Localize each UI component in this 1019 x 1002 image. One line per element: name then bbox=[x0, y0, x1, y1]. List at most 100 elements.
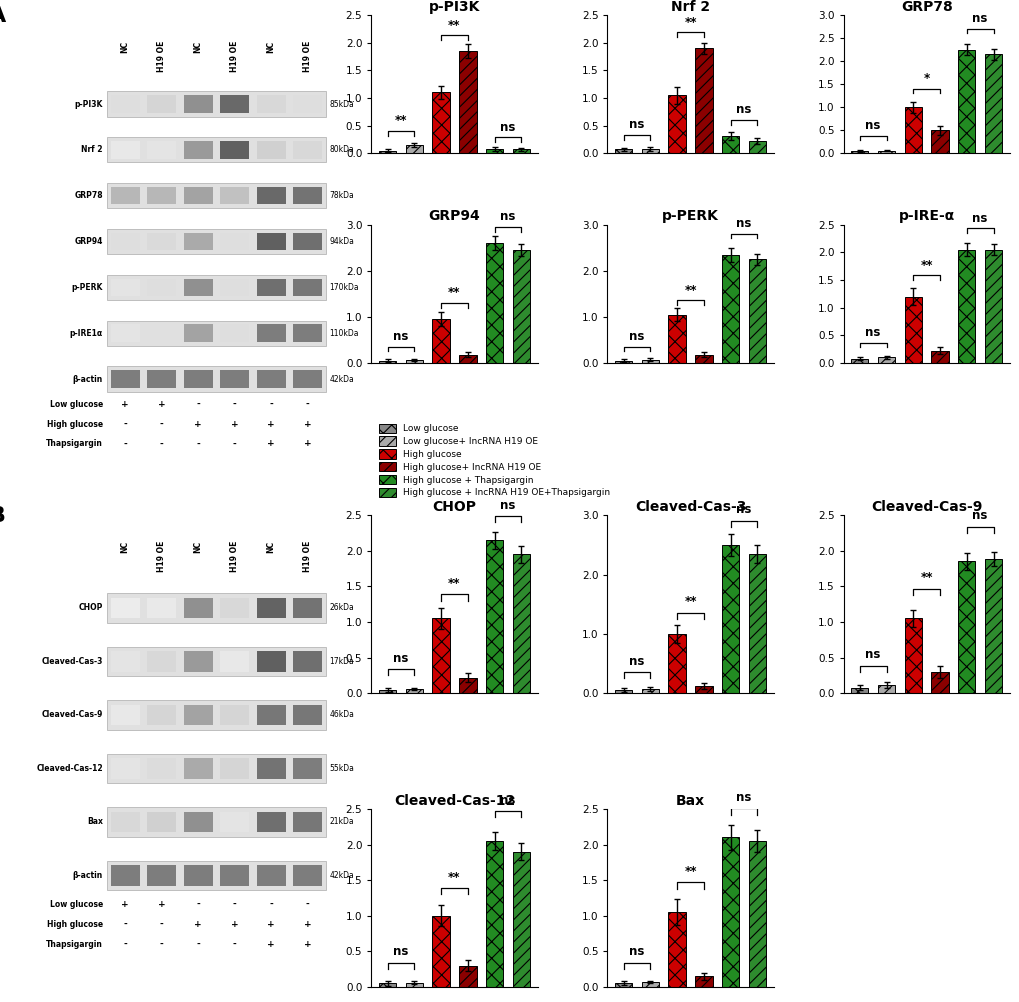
Text: -: - bbox=[160, 920, 163, 929]
Bar bbox=[378, 150, 395, 153]
Bar bbox=[257, 370, 285, 388]
Bar bbox=[110, 141, 140, 158]
Text: ns: ns bbox=[629, 118, 644, 131]
Bar bbox=[257, 704, 285, 725]
Bar bbox=[107, 367, 326, 392]
Text: β-actin: β-actin bbox=[72, 871, 103, 880]
Bar bbox=[432, 916, 449, 987]
Bar bbox=[220, 141, 249, 158]
Title: Bax: Bax bbox=[676, 794, 704, 808]
Text: H19 OE: H19 OE bbox=[230, 41, 238, 72]
Text: GRP78: GRP78 bbox=[74, 191, 103, 200]
Bar bbox=[147, 95, 176, 113]
Text: 26kDa: 26kDa bbox=[329, 603, 354, 612]
Bar bbox=[220, 232, 249, 250]
Bar bbox=[147, 865, 176, 886]
Text: -: - bbox=[269, 900, 273, 909]
Bar bbox=[147, 325, 176, 342]
Text: +: + bbox=[267, 920, 275, 929]
Text: -: - bbox=[123, 440, 127, 449]
Bar bbox=[292, 597, 322, 618]
Bar bbox=[292, 141, 322, 158]
Bar bbox=[957, 249, 974, 363]
Bar bbox=[110, 865, 140, 886]
Text: ns: ns bbox=[971, 509, 986, 522]
Bar bbox=[292, 186, 322, 204]
Bar bbox=[147, 279, 176, 297]
Bar bbox=[107, 183, 326, 208]
Bar bbox=[406, 360, 423, 363]
Bar bbox=[292, 95, 322, 113]
Bar bbox=[110, 759, 140, 779]
Bar bbox=[183, 232, 213, 250]
Bar bbox=[513, 250, 530, 363]
Bar bbox=[614, 690, 632, 693]
Text: -: - bbox=[123, 920, 127, 929]
Bar bbox=[110, 325, 140, 342]
Text: -: - bbox=[160, 940, 163, 949]
Bar bbox=[459, 355, 476, 363]
Bar bbox=[220, 865, 249, 886]
Bar bbox=[110, 186, 140, 204]
Text: NC: NC bbox=[266, 541, 275, 553]
Bar bbox=[406, 689, 423, 693]
Bar bbox=[292, 279, 322, 297]
Bar bbox=[695, 686, 712, 693]
Text: **: ** bbox=[684, 595, 696, 608]
Bar bbox=[930, 130, 948, 153]
Bar bbox=[513, 149, 530, 153]
Bar bbox=[147, 232, 176, 250]
Title: GRP78: GRP78 bbox=[900, 0, 952, 14]
Bar bbox=[257, 186, 285, 204]
Bar bbox=[748, 554, 765, 693]
Bar bbox=[110, 812, 140, 832]
Text: **: ** bbox=[394, 114, 407, 127]
Bar bbox=[904, 618, 921, 693]
Bar bbox=[292, 704, 322, 725]
Bar bbox=[957, 50, 974, 153]
Bar bbox=[614, 983, 632, 987]
Bar bbox=[850, 359, 867, 363]
Bar bbox=[257, 651, 285, 671]
Text: ns: ns bbox=[393, 946, 409, 959]
Text: -: - bbox=[232, 940, 236, 949]
Text: -: - bbox=[196, 440, 200, 449]
Text: 78kDa: 78kDa bbox=[329, 191, 354, 200]
Title: Cleaved-Cas-3: Cleaved-Cas-3 bbox=[634, 500, 746, 514]
Bar bbox=[220, 186, 249, 204]
Text: **: ** bbox=[447, 577, 461, 590]
Bar bbox=[110, 95, 140, 113]
Text: NC: NC bbox=[194, 41, 203, 53]
Bar bbox=[667, 315, 685, 363]
Bar bbox=[257, 279, 285, 297]
Bar bbox=[147, 651, 176, 671]
Text: ns: ns bbox=[736, 103, 751, 116]
Bar bbox=[850, 151, 867, 153]
Text: ns: ns bbox=[499, 499, 516, 512]
Text: **: ** bbox=[919, 571, 932, 584]
Bar bbox=[485, 149, 502, 153]
Bar bbox=[957, 561, 974, 693]
Text: +: + bbox=[158, 400, 165, 409]
Bar bbox=[695, 355, 712, 363]
Bar bbox=[695, 976, 712, 987]
Bar bbox=[292, 651, 322, 671]
Bar bbox=[614, 149, 632, 153]
Text: ns: ns bbox=[629, 946, 644, 959]
Bar bbox=[107, 137, 326, 162]
Bar bbox=[147, 370, 176, 388]
Bar bbox=[107, 321, 326, 346]
Text: H19 OE: H19 OE bbox=[230, 541, 238, 572]
Text: +: + bbox=[267, 940, 275, 949]
Bar bbox=[183, 597, 213, 618]
Bar bbox=[459, 51, 476, 153]
Bar bbox=[748, 841, 765, 987]
Title: Cleaved-Cas-12: Cleaved-Cas-12 bbox=[393, 794, 515, 808]
Text: 46kDa: 46kDa bbox=[329, 710, 354, 719]
Bar bbox=[877, 358, 895, 363]
Text: Bax: Bax bbox=[87, 818, 103, 827]
Text: Low glucose: Low glucose bbox=[50, 900, 103, 909]
Text: ns: ns bbox=[393, 651, 409, 664]
Bar bbox=[220, 597, 249, 618]
Text: ns: ns bbox=[864, 327, 880, 340]
